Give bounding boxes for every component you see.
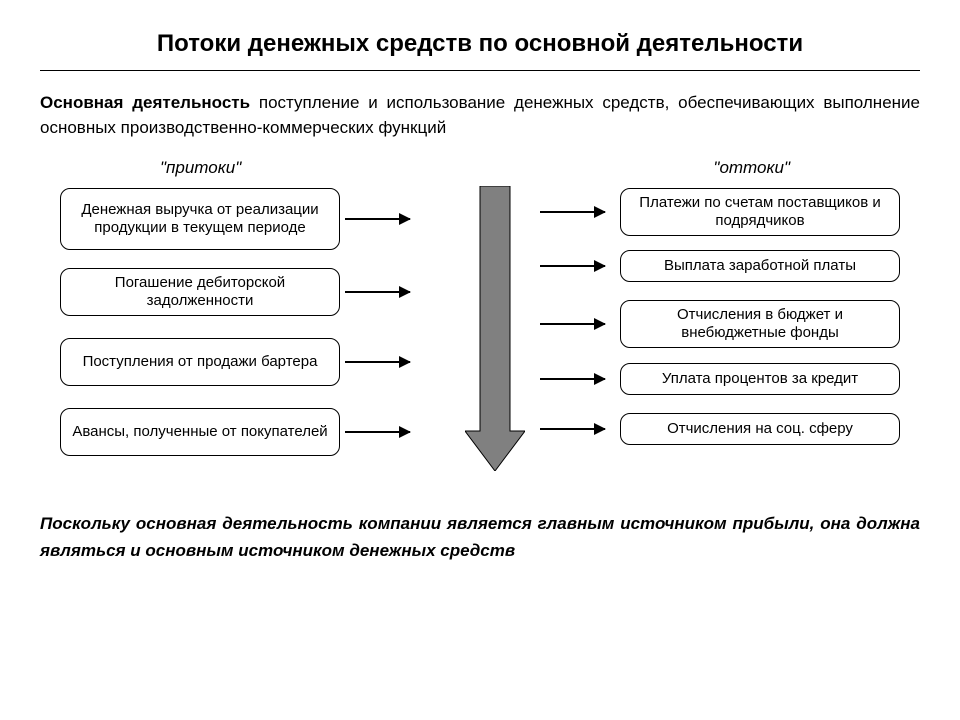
inflow-box: Поступления от продажи бартера: [60, 338, 340, 386]
header-outflows: "оттоки": [713, 158, 790, 178]
outflow-box: Уплата процентов за кредит: [620, 363, 900, 395]
inflow-box: Погашение дебиторской задолженности: [60, 268, 340, 316]
arrow-out-icon: [540, 378, 605, 380]
cashflow-diagram: "притоки" "оттоки" Денежная выручка от р…: [40, 158, 920, 488]
outflow-box: Платежи по счетам поставщиков и подрядчи…: [620, 188, 900, 236]
outflow-box: Выплата заработной платы: [620, 250, 900, 282]
divider: [40, 70, 920, 71]
arrow-in-icon: [345, 218, 410, 220]
header-inflows: "притоки": [160, 158, 241, 178]
subtitle-bold: Основная деятельность: [40, 93, 250, 112]
arrow-out-icon: [540, 265, 605, 267]
arrow-in-icon: [345, 431, 410, 433]
big-down-arrow-icon: [465, 186, 525, 471]
arrow-in-icon: [345, 361, 410, 363]
outflow-box: Отчисления на соц. сферу: [620, 413, 900, 445]
subtitle: Основная деятельность поступление и испо…: [40, 91, 920, 140]
outflow-box: Отчисления в бюджет и внебюджетные фонды: [620, 300, 900, 348]
arrow-out-icon: [540, 211, 605, 213]
inflow-box: Авансы, полученные от покупателей: [60, 408, 340, 456]
arrow-in-icon: [345, 291, 410, 293]
inflow-box: Денежная выручка от реализации продукции…: [60, 188, 340, 250]
conclusion: Поскольку основная деятельность компании…: [40, 510, 920, 564]
arrow-out-icon: [540, 323, 605, 325]
page-title: Потоки денежных средств по основной деят…: [40, 30, 920, 58]
arrow-out-icon: [540, 428, 605, 430]
